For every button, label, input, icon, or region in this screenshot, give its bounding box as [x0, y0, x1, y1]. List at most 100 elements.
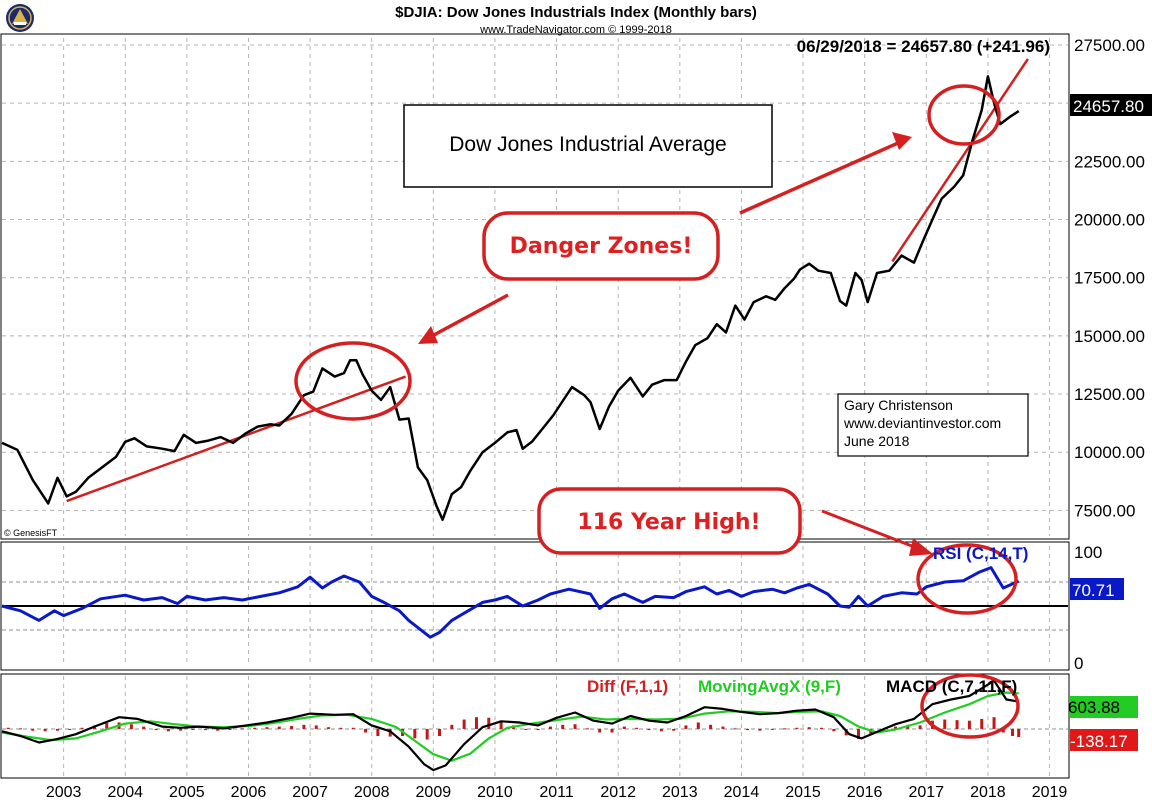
- macd-diff-bar: [758, 728, 762, 731]
- x-tick-label: 2010: [477, 784, 513, 801]
- year-high-label: 116 Year High!: [577, 510, 760, 535]
- trendlines: [66, 58, 1029, 503]
- macd-diff-bar: [832, 728, 836, 732]
- x-tick-label: 2005: [169, 784, 205, 801]
- macd-diff-bar: [339, 727, 343, 729]
- macd-diff-bar: [31, 728, 35, 731]
- macd-diff-bar: [253, 727, 257, 729]
- macd-line: [1, 679, 1019, 772]
- macd-diff-bar: [536, 728, 540, 731]
- macd-diff-bar: [290, 726, 294, 729]
- danger-arrow-up: [739, 132, 912, 215]
- x-tick-label: 2019: [1032, 784, 1068, 801]
- macd-diff-bar: [80, 727, 84, 729]
- macd-diff-bar: [807, 727, 811, 729]
- danger-zones-callout: Danger Zones!: [482, 211, 720, 281]
- credit-author: Gary Christenson: [844, 397, 953, 413]
- macd-diff-bar: [943, 719, 947, 729]
- rsi-series: [1, 566, 1020, 639]
- y-tick-label: 22500.00: [1074, 152, 1145, 171]
- macd-diff-bar: [610, 728, 614, 733]
- macd-diff-bar: [659, 728, 663, 732]
- x-tick-label: 2015: [785, 784, 821, 801]
- macd-diff-bar: [18, 728, 22, 730]
- highlight-circle-2018-price: [927, 84, 1001, 146]
- macd-diff-bar: [302, 724, 306, 729]
- rsi-bound-upper: 100: [1074, 543, 1102, 562]
- trend-2003-2008: [66, 375, 407, 503]
- chart-subtitle: www.TradeNavigator.com © 1999-2018: [479, 24, 672, 36]
- macd-diff-bar: [179, 728, 183, 731]
- x-tick-label: 2014: [724, 784, 760, 801]
- macd-diff-bar: [277, 726, 281, 729]
- x-tick-label: 2004: [107, 784, 143, 801]
- credit-website: www.deviantinvestor.com: [843, 415, 1001, 431]
- macd-diff-bar: [203, 728, 207, 731]
- macd-diff-bar: [55, 728, 59, 731]
- macd-diff-bar: [191, 728, 195, 730]
- y-tick-label: 7500.00: [1074, 501, 1135, 520]
- macd-diff-bar: [240, 728, 244, 730]
- highlight-circle-2018-macd: [920, 673, 1020, 739]
- macd-signal-line: [1, 691, 1019, 762]
- macd-diff-bar: [795, 727, 799, 729]
- danger-arrow-down: [418, 293, 509, 344]
- macd-diff-bar: [105, 723, 109, 729]
- macd-diff-bar: [351, 727, 355, 729]
- macd-diff-bar: [425, 728, 429, 740]
- x-tick-label: 2006: [231, 784, 267, 801]
- x-axis-ticks: 2003 2004 2005 2006 2007 2008 2009 2010 2011 2012…: [46, 784, 1068, 801]
- year-high-arrow: [821, 509, 933, 556]
- macd-diff-bar: [388, 728, 392, 737]
- last-quote: 06/29/2018 = 24657.80 (+241.96): [797, 37, 1050, 56]
- macd-diff-bar: [647, 728, 651, 731]
- x-tick-label: 2007: [292, 784, 328, 801]
- macd-diff-bar: [622, 726, 626, 729]
- rsi-line: [1, 566, 1020, 639]
- macd-diff-bar: [499, 721, 503, 729]
- year-high-callout: 116 Year High!: [537, 487, 802, 555]
- macd-diff-bar: [1001, 728, 1005, 733]
- macd-diff-bar: [228, 728, 232, 730]
- macd-panel-frame: [0, 673, 1070, 779]
- macd-diff-bar: [413, 728, 417, 739]
- rsi-label: RSI (C,14,T): [933, 544, 1028, 563]
- macd-diff-bar: [561, 724, 565, 729]
- macd-diff-bar: [585, 728, 589, 730]
- macd-diff-bar: [487, 717, 491, 729]
- credit-date: June 2018: [844, 433, 910, 449]
- x-tick-label: 2013: [662, 784, 698, 801]
- macd-series: [1, 679, 1021, 772]
- x-tick-label: 2017: [908, 784, 944, 801]
- y-tick-label: 12500.00: [1074, 385, 1145, 404]
- macd-diff-bar: [635, 727, 639, 729]
- x-tick-label: 2011: [539, 784, 574, 801]
- source-note: © GenesisFT: [4, 528, 58, 538]
- macd-diff-bar: [450, 724, 454, 729]
- rsi-value-text: 70.71: [1072, 581, 1115, 600]
- macd-macd-label: MACD (C,7,11,F): [886, 677, 1017, 696]
- y-tick-label: 27500.00: [1074, 36, 1145, 55]
- rsi-value-tag: 70.71: [1070, 578, 1124, 600]
- macd-diff-bar: [598, 728, 602, 733]
- macd-diff-bar: [980, 718, 984, 729]
- macd-diff-bar: [696, 722, 700, 729]
- macd-diff-bar: [474, 717, 478, 729]
- chart-title: $DJIA: Dow Jones Industrials Index (Mont…: [395, 4, 757, 21]
- index-name-label: Dow Jones Industrial Average: [449, 133, 726, 156]
- macd-diff-bar: [129, 724, 133, 729]
- macd-diff-bar: [216, 728, 220, 731]
- x-tick-label: 2018: [970, 784, 1006, 801]
- x-tick-label: 2003: [46, 784, 82, 801]
- macd-diff-bar: [462, 719, 466, 729]
- macd-diff-bar: [992, 717, 996, 729]
- macd-diff-bar: [918, 725, 922, 729]
- highlight-circle-2007: [294, 341, 412, 421]
- macd-diff-bar: [6, 727, 10, 729]
- macd-diff-bar: [721, 726, 725, 729]
- macd-value-tag-diff: -138.17: [1070, 729, 1138, 751]
- rsi-panel-frame: [0, 541, 1070, 671]
- price-tag-value: 24657.80: [1073, 97, 1144, 116]
- rsi-bound-lower: 0: [1074, 654, 1083, 673]
